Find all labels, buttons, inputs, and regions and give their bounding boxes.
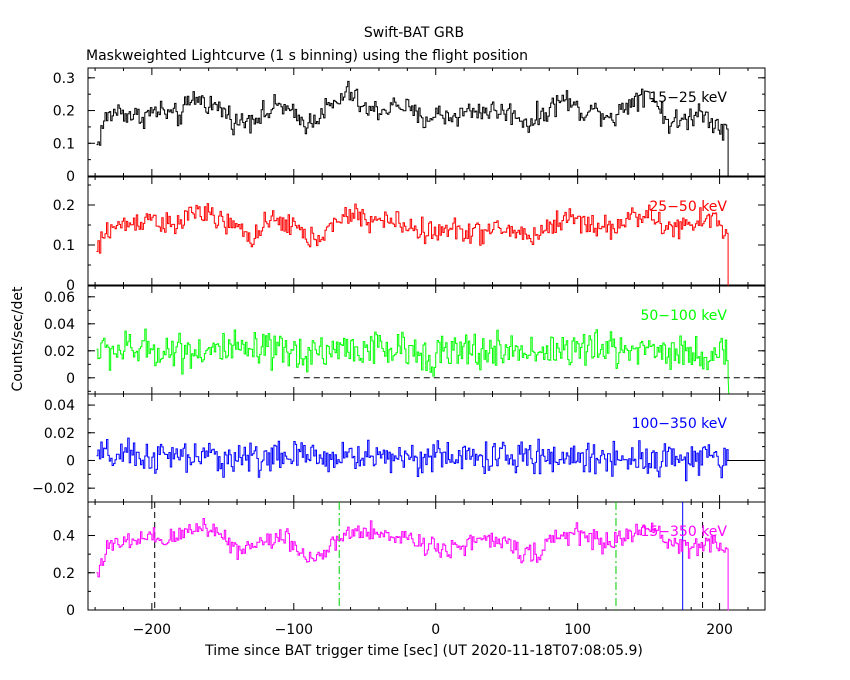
panel-2: 0 0.02 0.04 0.06 50−100 keV [44,285,766,395]
y-tick-label: 0.3 [53,71,75,87]
y-tick-label: 0.02 [44,344,75,360]
panel-3: −0.02 0 0.02 0.04 100−350 keV [32,393,766,503]
panel-frame [87,501,766,611]
x-tick-label: 0 [431,622,440,638]
lightcurve-series-line [96,437,729,482]
x-tick-label: −100 [275,622,313,638]
x-tick-label: 200 [706,622,733,638]
y-axis-label: Counts/sec/det [10,286,26,391]
y-tick-label: 0.2 [53,566,75,582]
y-tick-label: 0.1 [53,136,75,152]
y-tick-label: 0.04 [44,398,75,414]
chart-subtitle: Maskweighted Lightcurve (1 s binning) us… [86,48,528,64]
y-tick-label: 0.2 [53,104,75,120]
energy-band-label: 25−50 keV [649,199,727,215]
lightcurve-series-line [96,518,729,611]
lightcurve-series-line [96,80,729,177]
y-tick-label: 0.2 [53,198,75,214]
panels-group: 0 0.1 0.2 0.3 15−25 keV 0 0.1 0.2 25−50 keV 0 0.02… [32,67,766,638]
y-tick-label: 0 [66,169,75,185]
y-tick-label: 0 [66,278,75,294]
y-tick-label: 0 [66,453,75,469]
energy-band-label: 15−350 keV [640,524,727,540]
x-tick-label: −200 [133,622,171,638]
lightcurve-series-line [96,203,729,286]
x-axis-label: Time since BAT trigger time [sec] (UT 20… [204,643,643,659]
energy-band-label: 15−25 keV [649,90,727,106]
panel-frame [87,393,766,503]
y-tick-label: 0.04 [44,317,75,333]
energy-band-label: 100−350 keV [632,416,728,432]
x-tick-label: 100 [564,622,591,638]
y-tick-label: 0.4 [53,529,75,545]
panel-4: 0 0.2 0.4 15−350 keV [53,501,766,619]
panel-frame [87,67,766,177]
panel-frame [87,176,766,286]
y-tick-label: 0.06 [44,290,75,306]
chart-title: Swift-BAT GRB [364,25,464,41]
y-tick-label: 0 [66,371,75,387]
panel-1: 0 0.1 0.2 25−50 keV [53,176,766,294]
y-tick-label: 0 [66,603,75,619]
y-tick-label: 0.02 [44,426,75,442]
y-tick-label: −0.02 [32,481,75,497]
lightcurve-series-line [96,328,730,395]
y-tick-label: 0.1 [53,238,75,254]
energy-band-label: 50−100 keV [640,308,727,324]
panel-0: 0 0.1 0.2 0.3 15−25 keV [53,67,766,185]
